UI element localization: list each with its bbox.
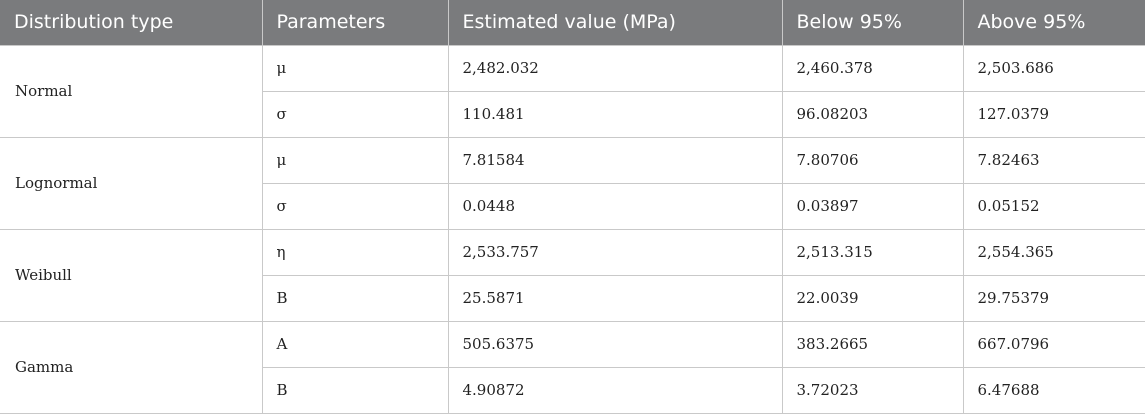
distribution-type-cell: Normal xyxy=(0,44,263,138)
table-header: Distribution type Parameters Estimated v… xyxy=(0,0,1145,45)
estimated-value-cell: 4.90872 xyxy=(447,366,783,414)
header-below-95: Below 95% xyxy=(781,0,963,45)
above-95-cell: 2,503.686 xyxy=(962,44,1145,92)
below-95-cell: 0.03897 xyxy=(781,182,964,230)
distribution-type-cell: Lognormal xyxy=(0,136,263,230)
table-row: Weibull η 2,533.757 2,513.315 2,554.365 xyxy=(0,228,1145,322)
below-95-cell: 2,513.315 xyxy=(781,228,964,276)
below-95-cell: 96.08203 xyxy=(781,90,964,138)
parameter-cell: η xyxy=(261,228,449,276)
above-95-cell: 667.0796 xyxy=(962,320,1145,368)
estimated-value-cell: 7.81584 xyxy=(447,136,783,184)
above-95-cell: 29.75379 xyxy=(962,274,1145,322)
above-95-cell: 7.82463 xyxy=(962,136,1145,184)
header-parameters: Parameters xyxy=(261,0,448,45)
estimated-value-cell: 110.481 xyxy=(447,90,783,138)
table-row: Lognormal μ 7.81584 7.80706 7.82463 xyxy=(0,136,1145,230)
parameter-cell: B xyxy=(262,274,449,322)
estimated-value-cell: 2,533.757 xyxy=(447,228,783,276)
parameter-cell: μ xyxy=(261,136,449,184)
table-row: Gamma A 505.6375 383.2665 667.0796 xyxy=(0,320,1145,414)
parameter-cell: B xyxy=(262,366,449,414)
above-95-cell: 127.0379 xyxy=(962,90,1145,138)
above-95-cell: 0.05152 xyxy=(962,182,1145,230)
estimated-value-cell: 0.0448 xyxy=(447,182,783,230)
header-distribution-type: Distribution type xyxy=(0,0,262,45)
below-95-cell: 22.0039 xyxy=(781,274,964,322)
parameter-cell: μ xyxy=(261,44,449,92)
above-95-cell: 6.47688 xyxy=(962,366,1145,414)
table-row: B 4.90872 3.72023 6.47688 xyxy=(0,366,1145,414)
below-95-cell: 7.80706 xyxy=(781,136,964,184)
parameter-cell: A xyxy=(261,320,449,368)
estimated-value-cell: 505.6375 xyxy=(447,320,783,368)
parameter-cell: σ xyxy=(262,182,449,230)
header-row: Distribution type Parameters Estimated v… xyxy=(0,0,1145,45)
below-95-cell: 2,460.378 xyxy=(781,44,964,92)
header-above-95: Above 95% xyxy=(962,0,1145,45)
table-body: Normal μ 2,482.032 2,460.378 2,503.686 σ… xyxy=(0,44,1145,414)
below-95-cell: 383.2665 xyxy=(781,320,964,368)
header-estimated-value: Estimated value (MPa) xyxy=(447,0,782,45)
table-row: Normal μ 2,482.032 2,460.378 2,503.686 xyxy=(0,44,1145,138)
distribution-type-cell: Weibull xyxy=(0,228,263,322)
estimated-value-cell: 2,482.032 xyxy=(447,44,783,92)
estimated-value-cell: 25.5871 xyxy=(447,274,783,322)
below-95-cell: 3.72023 xyxy=(781,366,964,414)
parameter-cell: σ xyxy=(262,90,449,138)
distribution-type-cell: Gamma xyxy=(0,320,263,414)
above-95-cell: 2,554.365 xyxy=(962,228,1145,276)
